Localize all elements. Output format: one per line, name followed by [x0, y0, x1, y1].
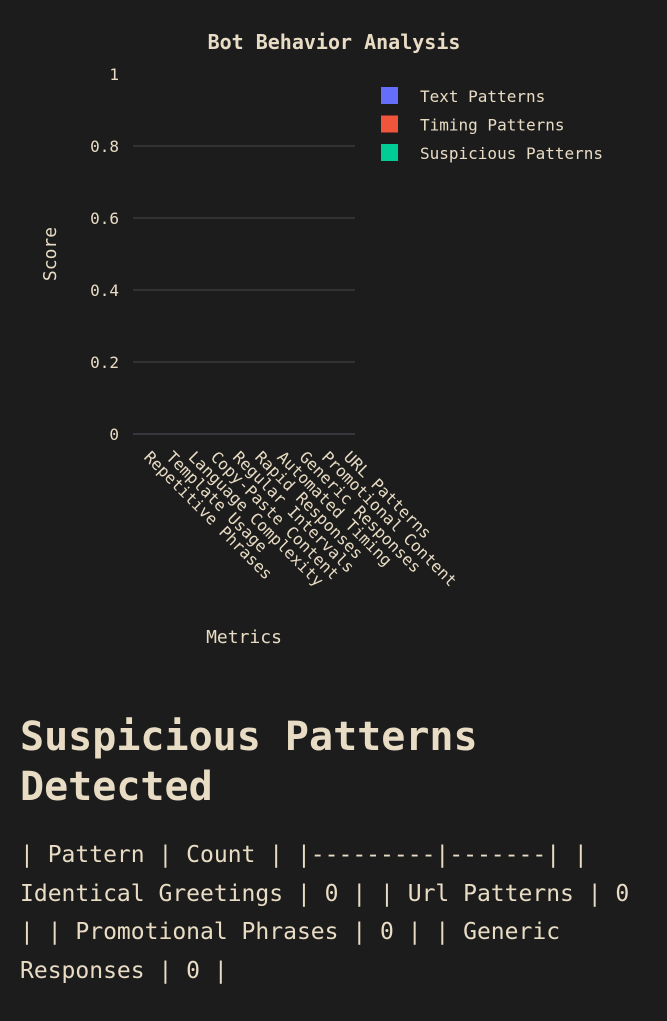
legend-swatch-2[interactable]	[381, 144, 398, 161]
y-tick-label-1: 0.2	[90, 353, 119, 372]
legend: Text Patterns Timing Patterns Suspicious P…	[381, 87, 603, 163]
legend-swatch-0[interactable]	[381, 87, 398, 104]
chart-title: Bot Behavior Analysis	[208, 30, 461, 54]
y-tick-label-4: 0.8	[90, 137, 119, 156]
patterns-table-text: | Pattern | Count | |---------|-------| …	[20, 842, 630, 984]
y-tick-label-2: 0.4	[90, 281, 119, 300]
grid-lines	[133, 145, 355, 435]
y-tick-labels: 0 0.2 0.4 0.6 0.8 1	[90, 65, 119, 444]
y-tick-label-5: 1	[109, 65, 119, 84]
legend-label-2[interactable]: Suspicious Patterns	[420, 144, 603, 163]
legend-label-1[interactable]: Timing Patterns	[420, 116, 565, 135]
legend-swatch-1[interactable]	[381, 115, 398, 133]
chart-svg: Bot Behavior Analysis 0 0.2 0.4 0.6 0.8 1 Rep…	[40, 30, 603, 648]
bot-behavior-chart: Bot Behavior Analysis 0 0.2 0.4 0.6 0.8 1 Rep…	[40, 30, 603, 648]
legend-label-0[interactable]: Text Patterns	[420, 87, 545, 106]
y-tick-label-0: 0	[109, 425, 119, 444]
y-tick-label-3: 0.6	[90, 209, 119, 228]
x-axis-label: Metrics	[206, 627, 282, 648]
suspicious-patterns-heading: Suspicious Patterns Detected	[20, 714, 478, 810]
y-axis-label: Score	[40, 227, 61, 281]
